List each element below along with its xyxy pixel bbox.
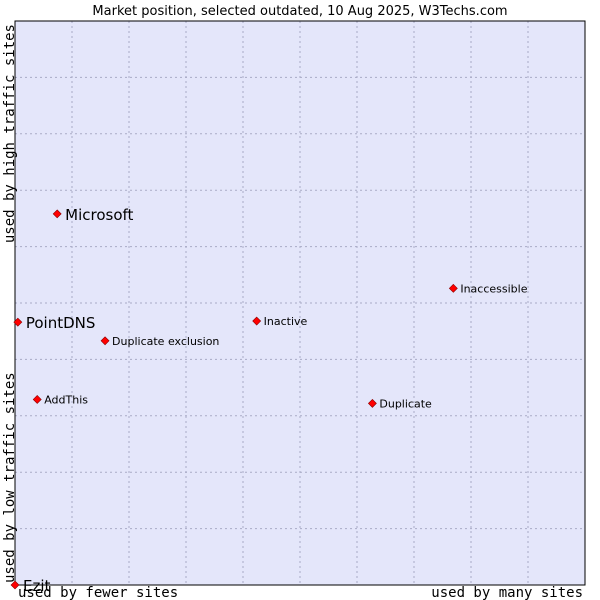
point-marker-inactive[interactable] — [252, 316, 262, 326]
point-marker-microsoft[interactable] — [52, 209, 62, 219]
plot-border — [14, 20, 586, 586]
point-marker-addthis[interactable] — [32, 395, 42, 404]
y-axis-label-bottom: used by low traffic sites — [2, 372, 18, 583]
point-marker-inaccessible[interactable] — [448, 283, 458, 293]
point-label-pointdns: PointDNS — [26, 314, 96, 332]
point-label-duplicate-exclusion: Duplicate exclusion — [112, 335, 219, 348]
point-marker-pointdns[interactable] — [13, 317, 23, 327]
point-marker-duplicate[interactable] — [367, 398, 377, 408]
point-label-duplicate: Duplicate — [379, 397, 432, 410]
chart-title: Market position, selected outdated, 10 A… — [92, 4, 507, 19]
point-marker-ezit[interactable] — [10, 580, 20, 590]
x-axis-label-right: used by many sites — [431, 585, 583, 600]
point-label-inactive: Inactive — [264, 315, 308, 328]
y-axis-label-top: used by high traffic sites — [2, 24, 18, 243]
point-label-addthis: AddThis — [44, 393, 88, 406]
x-axis-label-left: used by fewer sites — [18, 585, 178, 600]
data-points: Microsoft PointDNS Ezit Inaccessible Inactiv… — [10, 206, 528, 595]
grid-lines — [15, 21, 585, 585]
point-label-inaccessible: Inaccessible — [460, 282, 527, 295]
point-marker-duplicate-exclusion[interactable] — [100, 336, 110, 346]
point-label-ezit: Ezit — [23, 577, 51, 595]
point-label-microsoft: Microsoft — [65, 206, 133, 224]
